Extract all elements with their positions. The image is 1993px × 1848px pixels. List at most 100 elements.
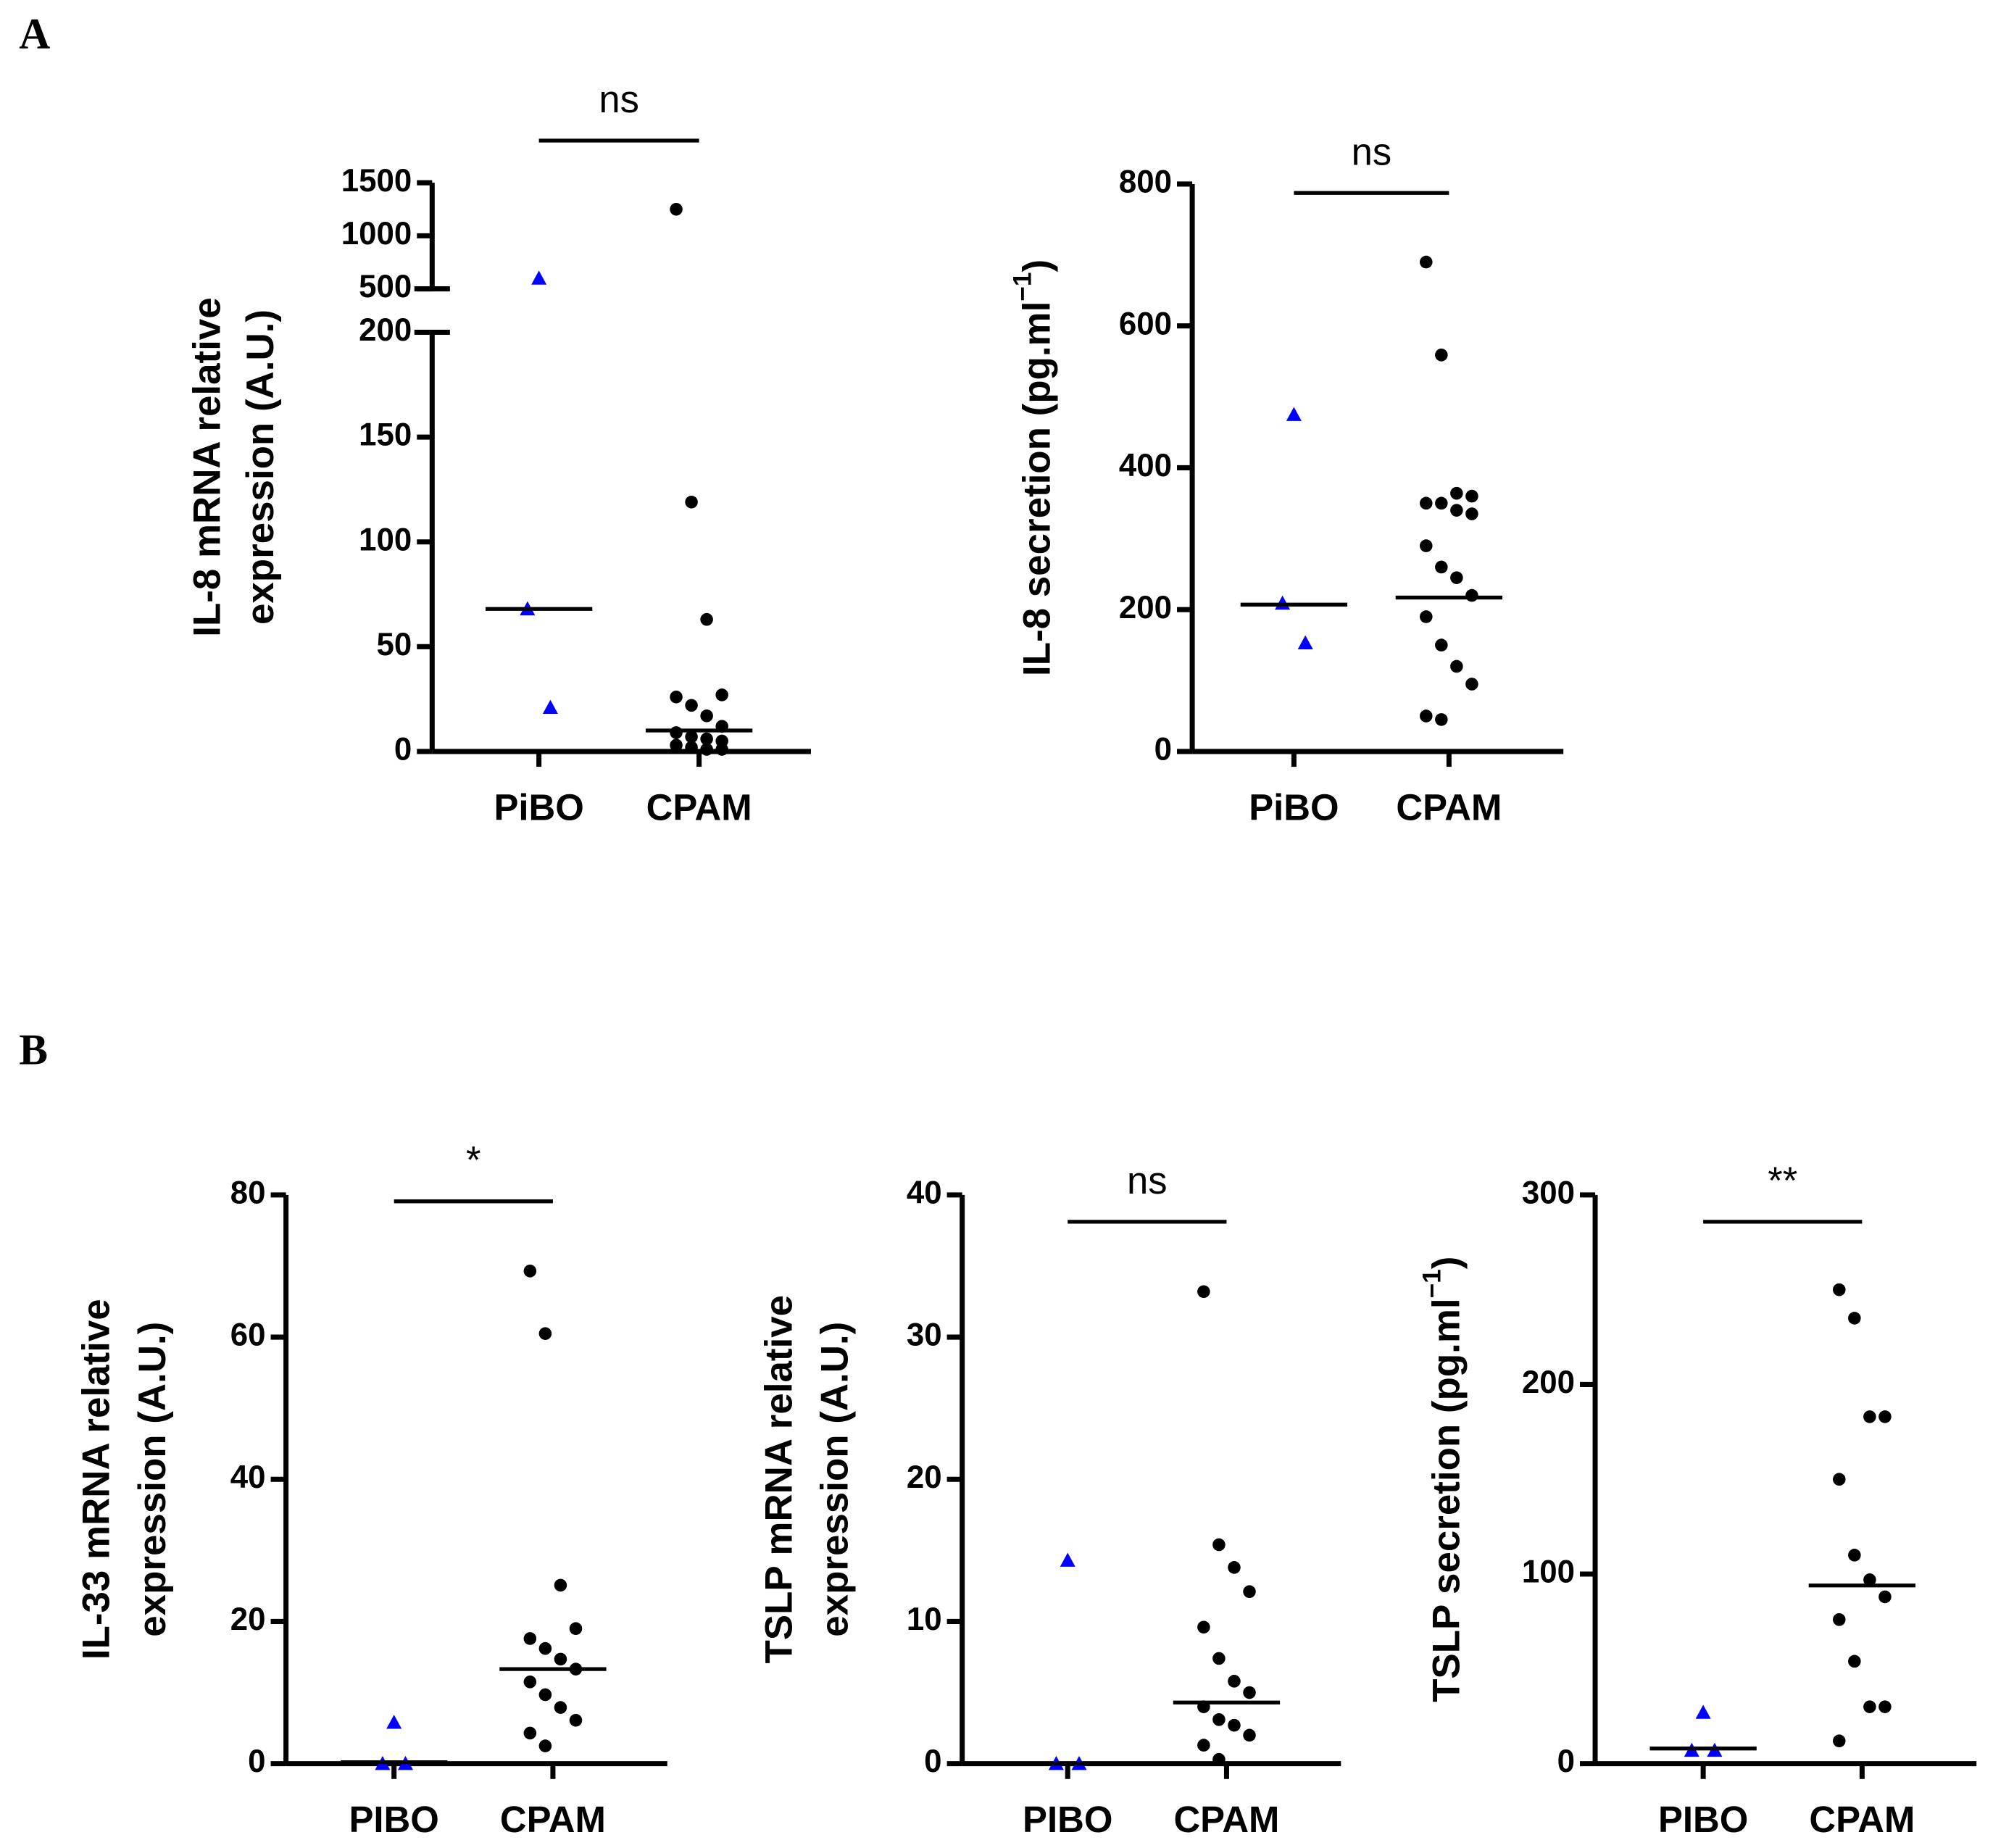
y-tick-label: 600 bbox=[1119, 306, 1172, 341]
data-point bbox=[685, 730, 698, 744]
data-point bbox=[670, 726, 683, 739]
data-point bbox=[1243, 1686, 1256, 1699]
data-point bbox=[1833, 1734, 1846, 1748]
data-point bbox=[1833, 1612, 1846, 1626]
data-point bbox=[1878, 1700, 1892, 1713]
significance-label: ns bbox=[1127, 1160, 1168, 1202]
data-point bbox=[685, 741, 698, 754]
y-tick-label: 0 bbox=[1154, 731, 1172, 767]
y-axis-label-end: ) bbox=[1016, 259, 1059, 272]
y-axis-label: expression (A.U.) bbox=[131, 1322, 174, 1637]
y-tick-label: 200 bbox=[1522, 1365, 1575, 1400]
data-point bbox=[1420, 539, 1433, 552]
y-tick-label: 400 bbox=[1119, 448, 1172, 483]
y-tick-label: 10 bbox=[907, 1602, 942, 1637]
data-point bbox=[538, 1688, 552, 1702]
data-point bbox=[1863, 1700, 1876, 1713]
x-tick-label: PIBO bbox=[349, 1799, 439, 1840]
data-point bbox=[1450, 571, 1463, 584]
y-tick-label: 0 bbox=[248, 1744, 265, 1779]
data-point bbox=[569, 1622, 583, 1636]
data-point bbox=[1848, 1312, 1861, 1325]
data-point bbox=[569, 1713, 583, 1727]
data-point bbox=[1243, 1728, 1256, 1742]
data-point bbox=[1420, 709, 1433, 723]
data-point bbox=[523, 1632, 537, 1645]
significance-label: ns bbox=[599, 78, 639, 121]
panel-label: B bbox=[19, 1025, 48, 1073]
data-point bbox=[685, 699, 698, 712]
y-tick-label: 100 bbox=[359, 522, 412, 557]
data-point bbox=[1465, 588, 1478, 602]
data-point bbox=[1435, 713, 1448, 726]
x-tick-label: PIBO bbox=[1658, 1799, 1748, 1840]
data-point bbox=[1197, 1739, 1210, 1752]
y-axis-label-text: TSLP secretion (pg.ml bbox=[1425, 1298, 1468, 1702]
data-point bbox=[1275, 595, 1291, 610]
y-axis-label-sup: −1 bbox=[1418, 1269, 1447, 1298]
panel-label: A bbox=[19, 10, 50, 58]
y-tick-label: 0 bbox=[924, 1744, 941, 1779]
data-point bbox=[1465, 507, 1478, 520]
y-axis-label: expression (A.U.) bbox=[814, 1322, 857, 1637]
data-point bbox=[1450, 486, 1463, 500]
data-point bbox=[554, 1652, 567, 1666]
data-point bbox=[1212, 1752, 1226, 1766]
y-tick-label: 300 bbox=[1522, 1175, 1575, 1210]
data-point bbox=[1695, 1705, 1711, 1719]
data-point bbox=[1420, 255, 1433, 269]
x-tick-label: PIBO bbox=[1023, 1799, 1112, 1840]
y-tick-label: 30 bbox=[907, 1318, 942, 1353]
x-tick-label: CPAM bbox=[500, 1799, 606, 1840]
y-axis-label: IL-8 mRNA relative bbox=[186, 297, 228, 636]
data-point bbox=[1435, 348, 1448, 362]
data-point bbox=[1197, 1620, 1210, 1634]
data-point bbox=[538, 1327, 552, 1340]
data-point bbox=[1212, 1652, 1226, 1665]
y-tick-label: 0 bbox=[394, 731, 412, 767]
data-point bbox=[700, 709, 713, 723]
y-tick-label: 500 bbox=[359, 269, 412, 304]
data-point bbox=[1878, 1410, 1892, 1423]
y-axis-label: expression (A.U.) bbox=[239, 309, 282, 625]
y-axis-label-text: IL-8 secretion (pg.ml bbox=[1016, 301, 1059, 676]
data-point bbox=[1212, 1712, 1226, 1726]
x-tick-label: PiBO bbox=[1249, 786, 1339, 828]
data-point bbox=[1465, 489, 1478, 503]
data-point bbox=[1060, 1552, 1075, 1567]
data-point bbox=[700, 612, 713, 626]
significance-label: ** bbox=[1768, 1160, 1797, 1202]
data-point bbox=[670, 202, 683, 216]
data-point bbox=[670, 690, 683, 704]
data-point bbox=[1286, 407, 1302, 421]
data-point bbox=[1435, 638, 1448, 652]
data-point bbox=[1197, 1285, 1210, 1299]
data-point bbox=[1848, 1655, 1861, 1668]
y-tick-label: 40 bbox=[230, 1460, 266, 1495]
data-point bbox=[1243, 1585, 1256, 1599]
data-point bbox=[1420, 610, 1433, 623]
data-point bbox=[538, 1641, 552, 1655]
data-point bbox=[1420, 496, 1433, 510]
y-axis-label: IL-8 secretion (pg.ml−1) bbox=[1009, 259, 1059, 676]
data-point bbox=[554, 1701, 567, 1714]
data-point bbox=[1228, 1561, 1241, 1574]
y-tick-label: 20 bbox=[230, 1602, 266, 1637]
data-point bbox=[1465, 678, 1478, 691]
x-tick-label: CPAM bbox=[1173, 1799, 1279, 1840]
y-tick-label: 200 bbox=[359, 312, 412, 348]
data-point bbox=[1878, 1590, 1892, 1604]
data-point bbox=[715, 743, 728, 756]
data-point bbox=[531, 270, 547, 285]
x-tick-label: CPAM bbox=[1396, 786, 1502, 828]
data-point bbox=[1297, 635, 1313, 650]
y-axis-label-sup: −1 bbox=[1009, 272, 1037, 301]
data-point bbox=[554, 1578, 567, 1592]
data-point bbox=[1435, 496, 1448, 510]
y-tick-label: 1500 bbox=[341, 163, 412, 199]
data-point bbox=[1848, 1549, 1861, 1562]
y-tick-label: 200 bbox=[1119, 590, 1172, 625]
y-tick-label: 800 bbox=[1119, 164, 1172, 199]
